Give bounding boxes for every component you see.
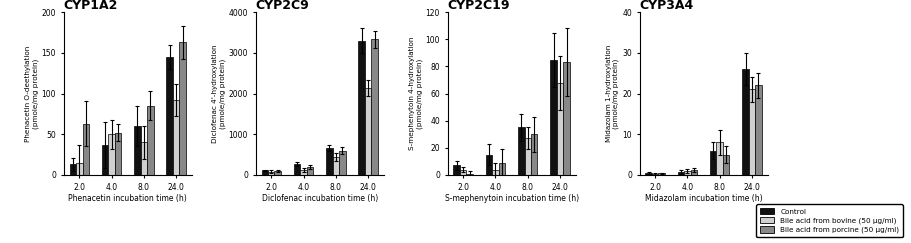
Bar xyxy=(167,57,173,175)
Bar xyxy=(684,171,691,175)
Bar xyxy=(755,86,762,175)
Bar xyxy=(179,42,186,175)
X-axis label: Phenacetin incubation time (h): Phenacetin incubation time (h) xyxy=(68,194,187,203)
Bar xyxy=(261,171,268,175)
Y-axis label: S-mephenytoin 4-hydroxylation
(pmole/mg protein): S-mephenytoin 4-hydroxylation (pmole/mg … xyxy=(409,37,423,150)
Bar xyxy=(749,89,755,175)
Bar xyxy=(498,163,506,175)
Bar xyxy=(115,133,121,175)
Bar xyxy=(716,142,723,175)
Bar xyxy=(678,172,684,175)
Bar xyxy=(454,165,460,175)
Bar xyxy=(69,164,76,175)
Bar xyxy=(274,171,281,175)
Bar xyxy=(365,88,372,175)
Bar xyxy=(652,174,659,175)
Bar xyxy=(710,150,716,175)
Text: CYP1A2: CYP1A2 xyxy=(64,0,118,12)
Bar xyxy=(557,83,563,175)
Text: CYP3A4: CYP3A4 xyxy=(640,0,694,12)
Bar xyxy=(550,60,557,175)
Legend: Control, Bile acid from bovine (50 μg/ml), Bile acid from porcine (50 μg/ml): Control, Bile acid from bovine (50 μg/ml… xyxy=(756,204,903,237)
Bar xyxy=(83,124,89,175)
Bar xyxy=(307,167,313,175)
Bar xyxy=(294,164,301,175)
Text: CYP2C9: CYP2C9 xyxy=(256,0,310,12)
Y-axis label: Diclofenac 4'-hydroxylation
(pmole/mg protein): Diclofenac 4'-hydroxylation (pmole/mg pr… xyxy=(212,44,226,143)
Y-axis label: Midazolam 1-hydroxylation
(pmole/mg protein): Midazolam 1-hydroxylation (pmole/mg prot… xyxy=(606,45,619,142)
Bar xyxy=(147,106,154,175)
Bar xyxy=(339,150,345,175)
Bar xyxy=(301,170,307,175)
Bar xyxy=(742,69,749,175)
Bar xyxy=(659,173,665,175)
Bar xyxy=(326,148,333,175)
Text: CYP2C19: CYP2C19 xyxy=(447,0,510,12)
Bar xyxy=(723,155,730,175)
X-axis label: Diclofenac incubation time (h): Diclofenac incubation time (h) xyxy=(261,194,378,203)
Bar xyxy=(466,174,473,175)
Bar xyxy=(691,170,697,175)
X-axis label: S-mephenytoin incubation time (h): S-mephenytoin incubation time (h) xyxy=(445,194,578,203)
Bar xyxy=(525,138,531,175)
Bar xyxy=(108,134,115,175)
Bar xyxy=(492,170,498,175)
Bar xyxy=(140,142,147,175)
X-axis label: Midazolam incubation time (h): Midazolam incubation time (h) xyxy=(645,194,763,203)
Bar xyxy=(173,100,179,175)
Bar xyxy=(460,170,466,175)
Bar xyxy=(563,62,569,175)
Bar xyxy=(372,39,378,175)
Bar xyxy=(268,172,274,175)
Bar xyxy=(134,126,140,175)
Bar xyxy=(102,145,108,175)
Bar xyxy=(531,134,537,175)
Bar xyxy=(333,157,339,175)
Bar xyxy=(645,173,652,175)
Bar xyxy=(76,163,83,175)
Bar xyxy=(358,41,365,175)
Y-axis label: Phenacetin O-deethylation
(pmole/mg protein): Phenacetin O-deethylation (pmole/mg prot… xyxy=(26,45,39,142)
Bar xyxy=(518,128,525,175)
Bar xyxy=(486,155,492,175)
